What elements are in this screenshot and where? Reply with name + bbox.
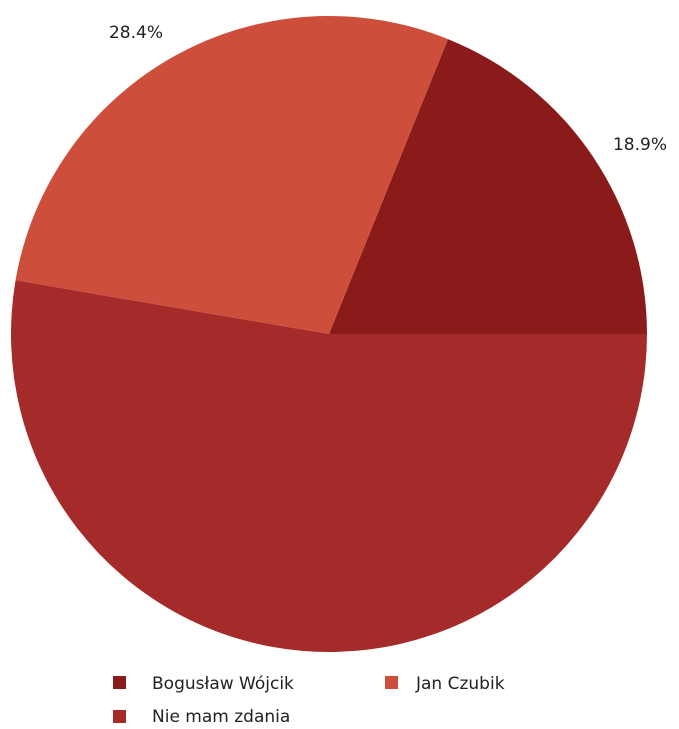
legend-label-jan-czubik: Jan Czubik — [415, 674, 505, 694]
pie-slices — [11, 16, 648, 652]
pie-slice-label-jan-czubik: 28.4% — [109, 23, 163, 43]
pie-slice-label-boguslaw-wojcik: 18.9% — [613, 135, 667, 155]
legend-swatch-nie-mam-zdania — [113, 710, 126, 723]
legend-item-nie-mam-zdania: Nie mam zdania — [113, 707, 290, 727]
legend-swatch-boguslaw-wojcik — [113, 676, 126, 689]
pie-slice-boguslaw-wojcik — [329, 39, 647, 334]
legend-label-nie-mam-zdania: Nie mam zdania — [152, 707, 290, 727]
legend-item-jan-czubik: Jan Czubik — [385, 674, 505, 694]
legend-item-boguslaw-wojcik: Bogusław Wójcik — [113, 674, 294, 694]
pie-slice-labels: 18.9% 28.4% — [109, 23, 667, 155]
legend-swatch-jan-czubik — [385, 676, 398, 689]
pie-slice-nie-mam-zdania — [11, 280, 648, 652]
legend: Bogusław Wójcik Jan Czubik Nie mam zdani… — [113, 674, 505, 727]
pie-slice-jan-czubik — [15, 16, 448, 335]
legend-label-boguslaw-wojcik: Bogusław Wójcik — [152, 674, 294, 694]
